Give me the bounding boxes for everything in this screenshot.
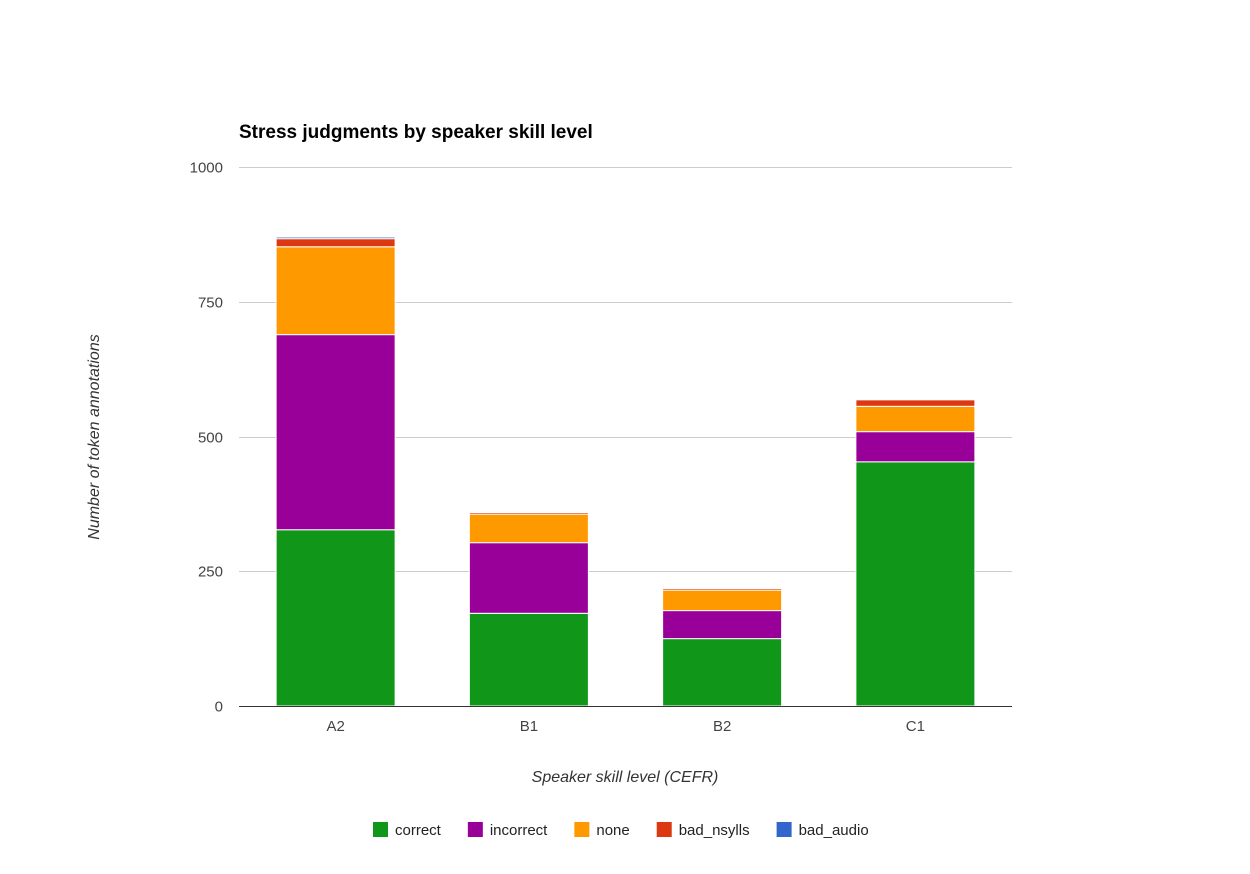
bar-A2-bad_audio [275,236,396,240]
bar-C1-correct [855,461,976,707]
y-tick-label: 500 [198,430,223,447]
y-tick-label: 1000 [190,160,223,177]
x-tick-label: B2 [713,718,731,735]
y-axis-title: Number of token annotations [86,334,103,539]
y-axis-ticks: 0 250 500 750 1000 [190,160,223,716]
bar-C1-none [855,405,976,433]
legend-label-correct: correct [395,822,442,839]
bar-A2-none [275,246,396,336]
bars [275,236,976,707]
bar-C1-bad_nsylls [855,399,976,407]
bar-C1-incorrect [855,431,976,463]
legend-swatch-bad_nsylls [656,822,672,837]
legend-label-incorrect: incorrect [490,822,548,839]
legend-swatch-incorrect [467,822,483,837]
legend-label-bad_audio: bad_audio [799,822,869,839]
legend-swatch-correct [373,822,388,837]
legend-label-none: none [596,822,629,839]
x-axis-title: Speaker skill level (CEFR) [532,769,719,786]
legend-swatch-bad_audio [776,822,792,837]
legend-label-bad_nsylls: bad_nsylls [679,822,750,839]
legend: correct incorrect none bad_nsylls bad_audio [373,822,869,839]
chart-title: Stress judgments by speaker skill level [239,122,593,143]
bar-B1-correct [468,612,589,707]
legend-swatch-none [574,822,590,837]
y-tick-label: 750 [198,295,223,312]
y-tick-label: 0 [215,699,223,716]
bar-B2-bad_nsylls [662,587,783,591]
y-tick-label: 250 [198,564,223,581]
bar-A2-bad_nsylls [275,238,396,248]
bar-B1-none [468,513,589,544]
x-axis-ticks: A2 B1 B2 C1 [326,718,925,735]
x-tick-label: C1 [906,718,925,735]
bar-B2-correct [662,638,783,707]
bar-B1-bad_audio [468,511,589,513]
bar-B2-incorrect [662,610,783,640]
bar-B1-incorrect [468,542,589,614]
bar-A2-correct [275,529,396,707]
bar-B2-none [662,589,783,612]
x-tick-label: B1 [520,718,538,735]
bar-A2-incorrect [275,334,396,531]
x-tick-label: A2 [326,718,344,735]
